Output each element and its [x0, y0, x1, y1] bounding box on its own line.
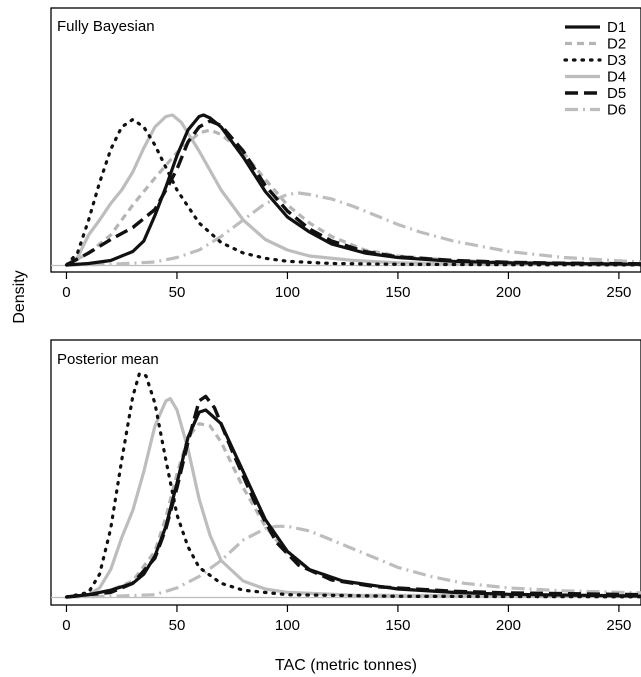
legend-label-d6: D6 — [607, 102, 626, 119]
series-d6-line — [66, 524, 641, 599]
series-d4-line — [65, 113, 641, 267]
density-curves — [51, 113, 641, 267]
x-axis-ticks: 0 50 100 150 200 250 — [62, 605, 631, 634]
density-curves — [51, 372, 641, 599]
panel-frame — [50, 339, 641, 606]
series-d4-line — [66, 397, 641, 599]
series-d2-line — [65, 128, 641, 267]
legend-label-d3: D3 — [607, 52, 626, 69]
x-tick-label-0: 0 — [62, 617, 70, 634]
x-tick-label-250: 250 — [606, 284, 631, 301]
x-tick-label-150: 150 — [385, 284, 410, 301]
x-tick-label-50: 50 — [169, 284, 186, 301]
series-d1-line — [66, 113, 641, 267]
x-axis-title: TAC (metric tonnes) — [275, 657, 417, 674]
legend-label-d1: D1 — [607, 19, 626, 36]
x-tick-label-100: 100 — [275, 284, 300, 301]
y-axis-title: Density — [11, 270, 28, 323]
series-d6-line — [66, 191, 641, 267]
x-tick-label-250: 250 — [606, 617, 631, 634]
x-tick-label-150: 150 — [385, 617, 410, 634]
series-d3-line — [64, 117, 641, 267]
legend-label-d2: D2 — [607, 36, 626, 53]
x-tick-label-50: 50 — [169, 617, 186, 634]
legend-label-d4: D4 — [607, 69, 626, 86]
series-d2-line — [66, 422, 641, 599]
x-tick-label-100: 100 — [275, 617, 300, 634]
series-d5-line — [66, 394, 641, 599]
x-tick-label-0: 0 — [62, 284, 70, 301]
panel-title: Fully Bayesian — [57, 18, 155, 35]
x-axis-ticks: 0 50 100 150 200 250 — [62, 272, 631, 301]
panel-fully-bayesian: Fully Bayesian 0 50 100 150 200 250 D1D2D3D4D… — [50, 7, 641, 301]
series-d5-line — [65, 119, 641, 267]
x-tick-label-200: 200 — [496, 617, 521, 634]
panel-frame — [50, 7, 641, 273]
panel-title: Posterior mean — [57, 351, 159, 368]
panel-posterior-mean: Posterior mean 0 50 100 150 200 250 — [50, 339, 641, 634]
x-tick-label-200: 200 — [496, 284, 521, 301]
series-d3-line — [64, 372, 641, 599]
legend-label-d5: D5 — [607, 85, 626, 102]
